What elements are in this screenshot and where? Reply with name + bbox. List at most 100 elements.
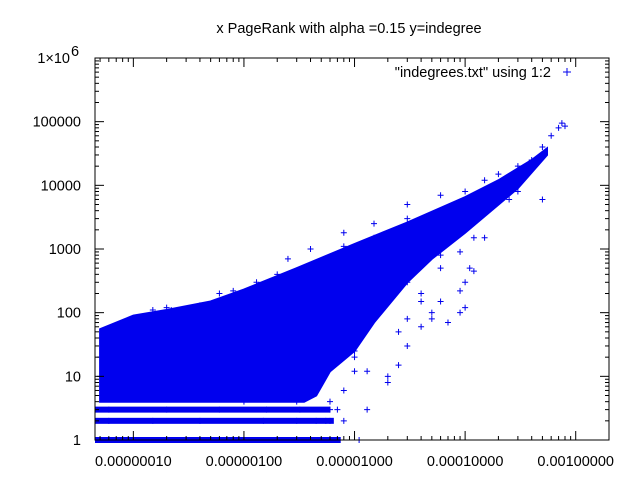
scatter-point [495, 171, 502, 178]
scatter-point [130, 387, 137, 394]
scatter-point [514, 188, 521, 195]
chart-title: x PageRank with alpha =0.15 y=indegree [216, 21, 481, 37]
scatter-point [340, 417, 347, 424]
scatter-point [404, 215, 411, 222]
scatter-point [290, 285, 297, 292]
scatter-point [293, 383, 300, 390]
scatter-point [260, 312, 267, 319]
scatter-point [196, 417, 203, 424]
scatter-point [326, 342, 333, 349]
scatter-point [457, 309, 464, 316]
scatter-point [293, 362, 300, 369]
scatter-point [404, 240, 411, 247]
scatter-point [437, 211, 444, 218]
scatter-point [149, 307, 156, 314]
scatter-point [428, 315, 435, 322]
scatter-point [130, 347, 137, 354]
scatter-point [274, 290, 281, 297]
scatter-point [481, 177, 488, 184]
scatter-point [253, 279, 260, 286]
legend-label: "indegrees.txt" using 1:2 [395, 65, 551, 81]
scatter-point [384, 373, 391, 380]
scatter-point [307, 309, 314, 316]
scatter-point [395, 362, 402, 369]
scatter-point [451, 201, 458, 208]
scatter-point [340, 387, 347, 394]
scatter-point [528, 156, 535, 163]
scatter-point [462, 188, 469, 195]
scatter-point [462, 220, 469, 227]
scatter-point [196, 376, 203, 383]
scatter-point [384, 379, 391, 386]
scatter-point [293, 342, 300, 349]
scatter-point [404, 315, 411, 322]
scatter-point [340, 229, 347, 236]
scatter-point [249, 323, 256, 330]
scatter-point [539, 151, 546, 158]
scatter-point [371, 304, 378, 311]
scatter-point [558, 120, 565, 127]
scatter-point [260, 417, 267, 424]
scatter-point [293, 417, 300, 424]
scatter-point [418, 220, 425, 227]
scatter-point [462, 304, 469, 311]
scatter-point [240, 357, 247, 364]
scatter-point [539, 196, 546, 203]
x-tick-label: 0.00010000 [427, 454, 504, 470]
scatter-point [334, 406, 341, 413]
scatter-point [457, 287, 464, 294]
scatter-band [95, 406, 330, 413]
scatter-point [561, 123, 568, 130]
scatter-point [444, 319, 451, 326]
scatter-point [340, 243, 347, 250]
scatter-point [437, 192, 444, 199]
scatter-point [506, 196, 513, 203]
scatter-point [293, 398, 300, 405]
scatter-point [351, 368, 358, 375]
scatter-point [183, 319, 190, 326]
scatter-point [351, 347, 358, 354]
scatter-point [240, 293, 247, 300]
scatter-point [539, 144, 546, 151]
scatter-point [284, 255, 291, 262]
scatter-point [105, 406, 112, 413]
scatter-point [466, 265, 473, 272]
y-tick-label: 1000 [49, 242, 81, 258]
scatter-point [307, 246, 314, 252]
scatter-point [183, 351, 190, 358]
scatter-point [168, 307, 175, 314]
scatter-point [240, 398, 247, 405]
scatter-point [470, 234, 477, 241]
scatter-point [326, 398, 333, 405]
scatter-point [263, 406, 270, 413]
scatter-point [149, 417, 156, 424]
x-tick-label: 0.00001000 [316, 454, 393, 470]
scatter-point [462, 279, 469, 286]
scatter-point [163, 406, 170, 413]
scatter-point [437, 298, 444, 305]
scatter-point [457, 248, 464, 255]
plot-area [95, 120, 568, 443]
scatter-point [183, 392, 190, 399]
scatter-point [313, 417, 320, 424]
scatter-point [364, 368, 371, 375]
scatter-point [428, 309, 435, 316]
scatter-point [351, 323, 358, 330]
scatter-point [334, 287, 341, 294]
y-tick-label: 100000 [33, 115, 81, 131]
scatter-point [240, 312, 247, 319]
scatter-point [470, 268, 477, 275]
scatter-point [105, 417, 112, 424]
scatter-point [274, 271, 281, 278]
legend-plus-icon [563, 68, 571, 76]
scatter-point [318, 298, 325, 305]
scatter-point [326, 406, 333, 413]
x-tick-label: 0.00000100 [206, 454, 283, 470]
scatter-point [260, 379, 267, 386]
scatter-point [293, 319, 300, 326]
scatter-point [318, 293, 325, 300]
scatter-point [404, 201, 411, 208]
scatter-point [196, 302, 203, 309]
scatter-point [371, 265, 378, 272]
